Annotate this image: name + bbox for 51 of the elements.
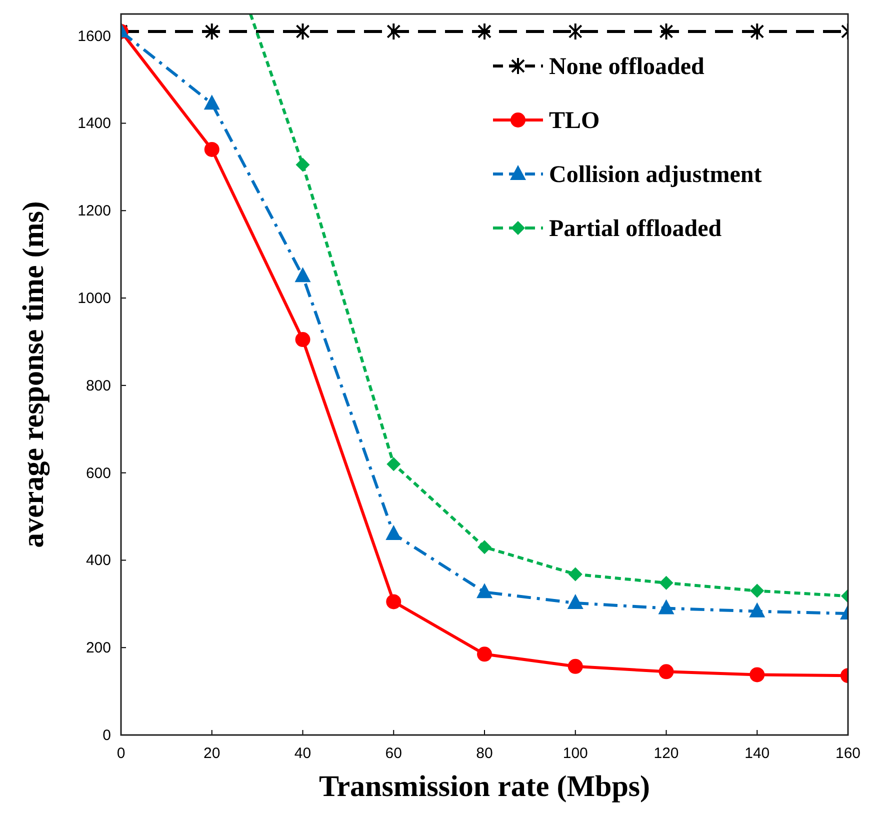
point xyxy=(296,22,310,40)
point xyxy=(204,22,219,40)
point xyxy=(750,667,765,682)
point xyxy=(204,142,220,157)
x-tick-label: 20 xyxy=(204,745,220,762)
point xyxy=(750,22,764,40)
x-tick-label: 0 xyxy=(116,745,126,762)
point xyxy=(659,576,674,590)
x-tick-label: 80 xyxy=(476,745,493,762)
x-tick-label: 40 xyxy=(294,745,312,762)
x-tick-label: 60 xyxy=(385,745,402,762)
x-tick-label: 160 xyxy=(835,745,861,762)
point xyxy=(386,594,402,610)
y-tick-label: 1200 xyxy=(78,202,111,220)
y-axis-title: average response time (ms) xyxy=(17,201,50,548)
legend-label: Collision adjustment xyxy=(549,162,762,188)
point xyxy=(294,267,311,282)
point xyxy=(295,332,310,348)
point xyxy=(478,22,492,40)
y-tick-label: 400 xyxy=(86,552,111,570)
point xyxy=(386,22,401,40)
x-tick-label: 100 xyxy=(562,745,588,762)
y-tick-label: 1400 xyxy=(78,115,111,132)
point xyxy=(568,658,583,674)
y-tick-label: 200 xyxy=(86,640,111,657)
point xyxy=(476,583,492,598)
point xyxy=(204,94,220,110)
point xyxy=(568,22,582,40)
x-tick-label: 140 xyxy=(744,745,770,762)
x-axis-title: Transmission rate (Mbps) xyxy=(318,770,650,803)
point xyxy=(386,524,402,540)
point xyxy=(750,584,764,598)
point xyxy=(658,664,674,680)
point xyxy=(659,22,674,40)
point xyxy=(477,646,492,662)
y-tick-label: 600 xyxy=(86,464,111,482)
y-tick-label: 0 xyxy=(102,727,111,744)
point xyxy=(386,457,401,472)
point xyxy=(478,540,492,554)
legend-label: Partial offloaded xyxy=(549,216,722,242)
y-tick-label: 800 xyxy=(86,377,111,394)
legend-label: None offloaded xyxy=(549,54,705,80)
point xyxy=(296,158,310,172)
point xyxy=(658,599,674,614)
legend-label: TLO xyxy=(549,108,600,134)
y-tick-label: 1000 xyxy=(78,290,111,308)
point xyxy=(749,602,766,618)
point xyxy=(567,594,584,610)
x-tick-label: 120 xyxy=(654,745,679,762)
point xyxy=(568,567,582,582)
y-tick-label: 1600 xyxy=(78,28,111,45)
